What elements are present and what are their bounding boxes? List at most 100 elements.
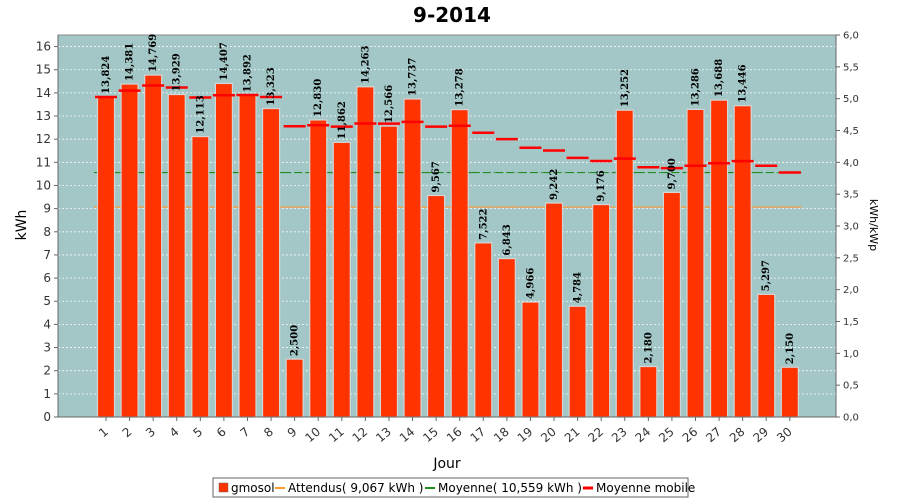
bar-day-14 <box>403 98 422 418</box>
legend-label-moyenne-mobile: Moyenne mobile <box>596 481 695 495</box>
bar-day-28 <box>733 105 752 418</box>
value-label-day-21: 4,784 <box>573 272 584 303</box>
plot-area <box>57 34 837 418</box>
plot-background <box>57 34 837 418</box>
bar-day-11 <box>332 141 351 418</box>
x-tick-label: 7 <box>238 425 253 441</box>
y-tick-label: 6 <box>43 271 51 285</box>
value-label-day-18: 6,843 <box>502 224 513 255</box>
y-tick-label: 4 <box>43 317 51 331</box>
x-tick-label: 4 <box>167 425 182 441</box>
reference-lines <box>94 171 802 208</box>
bar-day-5 <box>191 135 210 418</box>
value-label-day-16: 13,278 <box>455 68 466 106</box>
x-tick-label: 5 <box>190 425 205 441</box>
value-label-day-22: 9,176 <box>596 170 607 201</box>
x-tick-label: 22 <box>585 425 606 446</box>
value-label-day-15: 9,567 <box>431 161 442 192</box>
x-tick-label: 2 <box>120 425 135 441</box>
bar-day-6 <box>214 82 233 418</box>
bar-day-19 <box>521 301 540 418</box>
y-tick-label: 2 <box>43 364 51 378</box>
x-tick-label: 10 <box>302 425 323 446</box>
x-tick-label: 28 <box>727 425 748 446</box>
x-tick-label: 25 <box>656 425 677 446</box>
y-tick-label: 11 <box>36 155 51 169</box>
x-tick-label: 18 <box>491 425 512 446</box>
x-tick-label: 26 <box>680 425 701 446</box>
y2-tick-label: 3,0 <box>843 222 859 233</box>
value-label-day-2: 14,381 <box>125 43 136 81</box>
y-tick-label: 9 <box>43 202 51 216</box>
value-label-day-14: 13,737 <box>408 58 419 96</box>
bar-day-8 <box>261 107 281 418</box>
x-tick-label: 29 <box>750 425 771 446</box>
x-tick-label: 6 <box>214 425 229 441</box>
y-tick-label: 13 <box>36 109 51 123</box>
value-label-day-3: 14,769 <box>148 34 159 72</box>
bar-day-1 <box>96 96 116 418</box>
y-tick-label: 12 <box>36 132 51 146</box>
y-axis-label: kWh <box>14 210 30 241</box>
value-label-day-1: 13,824 <box>101 56 112 94</box>
bar-day-2 <box>120 83 139 418</box>
y2-tick-label: 6,0 <box>843 31 859 42</box>
y2-tick-label: 0,0 <box>843 413 859 424</box>
y-tick-label: 8 <box>43 225 51 239</box>
value-label-day-19: 4,966 <box>525 268 536 299</box>
x-tick-label: 15 <box>420 425 441 446</box>
x-tick-label: 9 <box>285 425 300 441</box>
bar-day-20 <box>544 202 564 418</box>
y2-tick-label: 4,0 <box>843 158 859 169</box>
bar-day-23 <box>615 109 634 418</box>
value-label-day-13: 12,566 <box>384 85 395 123</box>
value-label-day-30: 2,150 <box>785 333 796 364</box>
value-label-day-5: 12,113 <box>195 95 206 133</box>
value-label-day-4: 13,929 <box>172 53 183 91</box>
value-label-day-10: 12,830 <box>313 79 324 117</box>
legend-label-attendus: Attendus( 9,067 kWh ) <box>288 481 423 495</box>
bar-day-15 <box>427 194 446 418</box>
y2-tick-label: 1,0 <box>843 349 859 360</box>
value-label-day-28: 13,446 <box>738 64 749 102</box>
bar-day-16 <box>450 108 469 418</box>
x-tick-label: 12 <box>350 425 371 446</box>
bar-day-30 <box>780 366 799 418</box>
gridlines <box>58 46 836 395</box>
value-label-day-12: 14,263 <box>360 45 371 83</box>
bar-day-13 <box>379 125 399 418</box>
y-tick-label: 14 <box>36 86 51 100</box>
bar-day-26 <box>686 108 705 418</box>
value-label-day-9: 2,500 <box>290 325 301 356</box>
legend-box <box>212 477 689 498</box>
bar-day-10 <box>309 119 328 418</box>
x-axis-label: Jour <box>432 456 461 472</box>
x-tick-label: 27 <box>703 425 724 446</box>
bar-day-9 <box>285 358 304 418</box>
legend-label-moyenne: Moyenne( 10,559 kWh ) <box>438 481 582 495</box>
x-tick-label: 3 <box>143 425 158 441</box>
bar-day-12 <box>356 86 375 418</box>
chart-title: 9-2014 <box>413 3 491 27</box>
y2-tick-label: 5,5 <box>843 62 859 73</box>
legend: gmosol Attendus( 9,067 kWh ) Moyenne( 10… <box>212 477 695 498</box>
bar-day-22 <box>592 203 611 418</box>
y-tick-label: 3 <box>43 341 51 355</box>
x-tick-label: 16 <box>444 425 465 446</box>
x-tick-label: 24 <box>633 425 654 446</box>
bar-day-24 <box>639 365 658 418</box>
value-label-day-29: 5,297 <box>761 260 772 291</box>
x-tick-label: 17 <box>468 425 489 446</box>
moving-average-series <box>95 84 801 174</box>
bar-day-7 <box>238 94 257 418</box>
value-label-day-20: 9,242 <box>549 169 560 200</box>
x-tick-label: 13 <box>373 425 394 446</box>
y2-tick-label: 4,5 <box>843 126 859 137</box>
y-tick-label: 15 <box>36 63 51 77</box>
value-label-day-24: 2,180 <box>643 332 654 363</box>
legend-label-gmosol: gmosol <box>231 481 275 495</box>
y2-tick-label: 0,5 <box>843 381 859 392</box>
legend-swatch-gmosol <box>218 482 229 493</box>
bar-day-29 <box>757 293 776 418</box>
x-tick-label: 19 <box>515 425 536 446</box>
